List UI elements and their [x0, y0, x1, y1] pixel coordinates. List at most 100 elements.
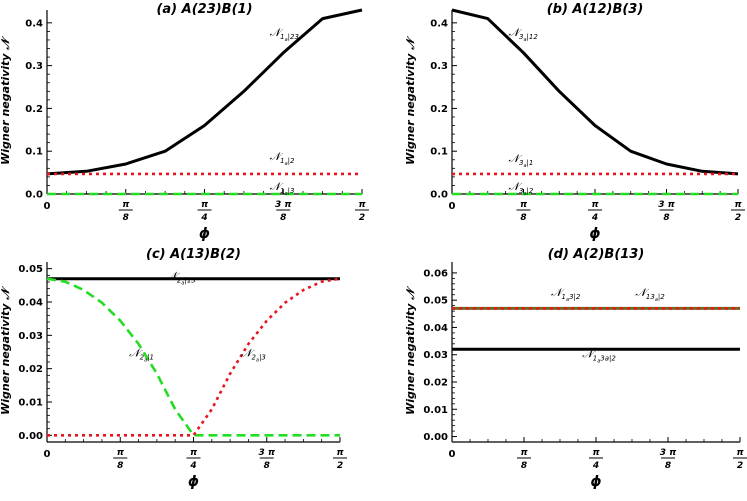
x-tick-label-numerator: π	[336, 448, 344, 458]
y-axis-label: Wigner negativity 𝒩	[404, 286, 417, 415]
annotation-sub: 1	[280, 187, 284, 195]
annotation-rest: |12	[527, 33, 539, 41]
y-tick-label: 0.3	[430, 61, 448, 72]
annotation-sub: 2	[177, 277, 182, 285]
annotation-sub: 1	[280, 33, 284, 41]
annotation-sub: 2	[252, 353, 257, 361]
annotation-sub: 1	[593, 355, 597, 363]
panel-title: (a) A(23)B(1)	[156, 2, 252, 17]
annotation-subsub: a	[285, 161, 288, 167]
annotation-subsub: a	[285, 37, 288, 43]
y-axis-label: Wigner negativity 𝒩	[0, 36, 12, 165]
x-tick-label-denominator: 8	[280, 213, 286, 223]
annotation-rest: |2	[288, 157, 295, 165]
series-annotation: 𝒩2a|13	[166, 270, 195, 287]
panel-title: (b) A(12)B(3)	[547, 2, 644, 17]
panel-title: (d) A(2)B(13)	[548, 247, 645, 262]
annotation-subsub: a	[597, 359, 600, 365]
y-tick-label: 0.01	[18, 398, 43, 409]
y-tick-label: 0.03	[18, 331, 43, 342]
annotation-subsub: a	[523, 191, 526, 197]
annotation-main: 𝒩	[270, 26, 284, 39]
x-tick-label-denominator: 2	[735, 213, 741, 223]
y-axis-label: Wigner negativity 𝒩	[0, 286, 12, 415]
y-tick-label: 0.1	[25, 147, 43, 158]
x-tick-label-denominator: 4	[592, 461, 599, 471]
x-tick-label-numerator: π	[520, 200, 528, 210]
annotation-sub: 3	[519, 159, 523, 167]
x-tick-label-denominator: 8	[520, 213, 526, 223]
panel-title: (c) A(13)B(2)	[146, 247, 241, 262]
y-tick-label: 0.0	[25, 190, 43, 201]
annotation-subsub: a	[523, 37, 526, 43]
y-tick-label: 0.3	[25, 61, 43, 72]
annotation-main: 𝒩	[508, 26, 522, 39]
annotation-rest: |1	[147, 353, 154, 361]
x-tick-label-numerator: π	[736, 448, 744, 458]
series-annotation: 𝒩2a|1	[129, 346, 154, 363]
series-annotation: 𝒩1a3|2	[551, 286, 581, 303]
series-annotation: 𝒩1a|2	[270, 150, 295, 167]
annotation-subsub: a	[655, 297, 658, 303]
panel-a: (a) A(23)B(1) 0.0 0.1 0.2 0.3 0.4 0 π 8 π 4 3 π 8 π 2 ϕ…	[0, 2, 369, 242]
x-axis-label: ϕ	[590, 474, 601, 490]
annotation-subsub: a	[566, 297, 569, 303]
annotation-rest: |3	[288, 187, 295, 195]
y-tick-label: 0.05	[423, 296, 448, 307]
x-tick-label: 0	[449, 201, 456, 212]
x-tick-label-numerator: π	[592, 448, 600, 458]
annotation-rest: |2	[658, 293, 665, 301]
y-tick-label: 0.02	[18, 364, 43, 375]
x-tick-label-denominator: 2	[337, 461, 343, 471]
series-annotation: 𝒩3a|2	[508, 180, 533, 197]
y-axis-label: Wigner negativity 𝒩	[404, 36, 417, 165]
x-tick-label-numerator: 3 π	[258, 448, 275, 458]
x-tick-label-denominator: 4	[200, 213, 207, 223]
x-tick-label: 0	[44, 449, 51, 460]
annotation-rest: |3	[259, 353, 266, 361]
annotation-rest: 3|2	[569, 293, 581, 301]
x-tick-label-numerator: π	[117, 448, 125, 458]
panel-b: (b) A(12)B(3) 0.0 0.1 0.2 0.3 0.4 0 π 8 π 4 3 π 8 π 2 ϕ…	[404, 2, 745, 242]
x-tick-label-denominator: 8	[521, 461, 527, 471]
annotation-main: 𝒩	[635, 286, 649, 299]
x-axis-label: ϕ	[188, 474, 199, 490]
annotation-main: 𝒩	[270, 180, 284, 193]
series-annotation: 𝒩3a|1	[508, 152, 533, 169]
x-tick-label: 0	[44, 201, 51, 212]
x-tick-label-numerator: π	[520, 448, 528, 458]
annotation-main: 𝒩	[270, 150, 284, 163]
x-tick-label-numerator: π	[201, 200, 209, 210]
annotation-sub: 3	[519, 187, 523, 195]
annotation-subsub: a	[285, 191, 288, 197]
annotation-rest: 3a|2	[600, 355, 616, 363]
x-tick-label-denominator: 8	[117, 461, 123, 471]
annotation-main: 𝒩	[508, 152, 522, 165]
annotation-rest: |1	[527, 159, 534, 167]
x-tick-label-numerator: π	[122, 200, 130, 210]
x-tick-label-numerator: π	[734, 200, 742, 210]
series-annotation: 𝒩2a|3	[241, 346, 266, 363]
annotation-sub: 13	[646, 293, 655, 301]
annotation-main: 𝒩	[551, 286, 565, 299]
x-tick-label-denominator: 8	[665, 461, 671, 471]
y-tick-label: 0.05	[18, 264, 43, 275]
x-tick-label-numerator: π	[190, 448, 198, 458]
series-annotation: 𝒩1a|3	[270, 180, 295, 197]
annotation-main: 𝒩	[508, 180, 522, 193]
annotation-subsub: a	[181, 281, 184, 287]
annotation-main: 𝒩	[241, 346, 255, 359]
panel-d: (d) A(2)B(13) 0.00 0.01 0.02 0.03 0.04 0.05 0.0…	[404, 247, 747, 490]
annotation-sub: 1	[280, 157, 284, 165]
y-tick-label: 0.04	[423, 323, 448, 334]
x-tick-label: 0	[449, 449, 456, 460]
annotation-sub: 2	[140, 353, 145, 361]
x-tick-label-denominator: 2	[737, 461, 743, 471]
y-tick-label: 0.03	[423, 350, 448, 361]
annotation-sub: 3	[519, 33, 523, 41]
y-tick-label: 0.1	[430, 147, 448, 158]
annotation-sub: 1	[562, 293, 566, 301]
series-line-0	[46, 8, 363, 176]
y-tick-label: 0.04	[18, 298, 43, 309]
